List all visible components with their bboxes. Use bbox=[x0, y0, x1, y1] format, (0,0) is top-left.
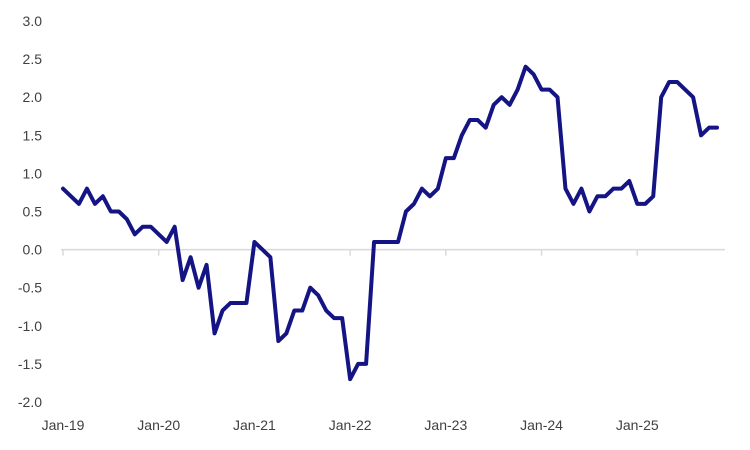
x-tick-label: Jan-24 bbox=[520, 417, 563, 433]
y-tick-label: -0.5 bbox=[18, 280, 42, 296]
y-tick-label: 3.0 bbox=[23, 13, 43, 29]
x-tick-label: Jan-23 bbox=[424, 417, 467, 433]
y-tick-label: 2.5 bbox=[23, 51, 43, 67]
y-axis-labels: 3.0 2.5 2.0 1.5 1.0 0.5 0.0 -0.5 -1.0 -1.5 -2.0 bbox=[18, 13, 42, 410]
y-tick-label: -1.5 bbox=[18, 356, 42, 372]
y-tick-label: 0.5 bbox=[23, 204, 43, 220]
x-axis-ticks bbox=[62, 249, 639, 256]
x-axis-labels: Jan-19 Jan-20 Jan-21 Jan-22 Jan-23 Jan-24 Jan-… bbox=[42, 417, 659, 433]
y-tick-label: 1.0 bbox=[23, 165, 43, 181]
y-tick-label: 1.5 bbox=[23, 127, 43, 143]
x-tick-label: Jan-22 bbox=[329, 417, 372, 433]
x-tick-label: Jan-20 bbox=[137, 417, 180, 433]
series-line bbox=[61, 64, 720, 382]
x-tick-label: Jan-19 bbox=[42, 417, 85, 433]
y-tick-label: 0.0 bbox=[23, 242, 43, 258]
y-tick-label: -1.0 bbox=[18, 318, 42, 334]
x-tick-label: Jan-21 bbox=[233, 417, 276, 433]
y-tick-label: 2.0 bbox=[23, 89, 43, 105]
x-tick-label: Jan-25 bbox=[616, 417, 659, 433]
y-tick-label: -2.0 bbox=[18, 394, 42, 410]
